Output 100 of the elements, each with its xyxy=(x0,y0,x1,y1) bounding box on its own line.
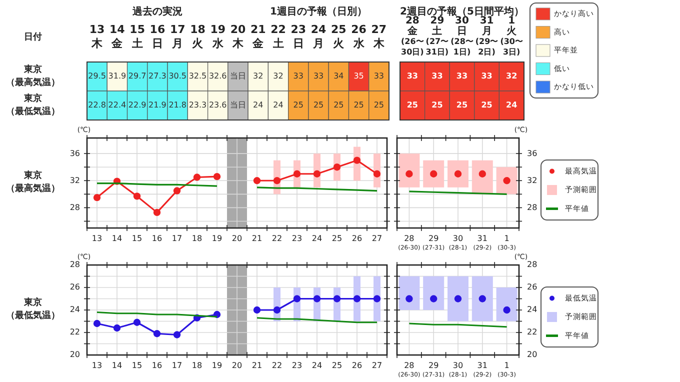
point xyxy=(333,164,341,171)
point xyxy=(313,295,321,302)
point xyxy=(273,306,281,314)
data-label: 25 xyxy=(313,100,324,110)
annotation: 当日 xyxy=(230,100,246,110)
point xyxy=(253,177,261,184)
data-label: 24 xyxy=(253,100,264,110)
point xyxy=(373,295,381,302)
text: 日付 xyxy=(24,31,42,42)
data-label: 30.5 xyxy=(168,72,187,81)
x-tick-label: 21 xyxy=(252,361,262,370)
x-tick-label: 27 xyxy=(372,234,382,244)
x-tick-label: 27 xyxy=(372,361,382,370)
y2-tick-label: 24 xyxy=(527,305,538,314)
x-tick-label: 21 金 xyxy=(250,23,266,50)
data-label: 29.7 xyxy=(128,72,146,81)
x-tick-label: 14 金 xyxy=(110,23,126,50)
x-tick-label: 23 日 xyxy=(290,23,306,50)
point xyxy=(213,172,221,180)
data-label: 22.8 xyxy=(88,100,106,110)
data-label: 32.5 xyxy=(188,72,207,81)
data-label: 25 xyxy=(406,100,418,110)
annotation: 当日 xyxy=(230,72,246,81)
x-tick-label: 24 xyxy=(312,361,322,370)
data-label: 33 xyxy=(374,72,384,81)
x-tick-label: 17 xyxy=(172,361,182,370)
data-label: 25 xyxy=(354,100,364,110)
y2-tick-label: 28 xyxy=(527,260,538,270)
x-tick-label: 25 火 xyxy=(331,23,346,50)
x-tick-label: 27 木 xyxy=(371,23,387,50)
data-label: 33 xyxy=(406,72,418,81)
bar xyxy=(423,160,444,188)
point xyxy=(353,295,361,302)
x-tick-label: 26 水 xyxy=(351,23,367,50)
x-tick-label: 13 木 xyxy=(89,23,105,50)
point xyxy=(133,318,141,326)
x-tick-label: 1 火 (30〜 3日) xyxy=(500,16,523,57)
point xyxy=(373,170,381,178)
data-label: 32 xyxy=(506,72,518,81)
x-tick-label: 20 xyxy=(232,234,242,244)
y-tick-label: 32 xyxy=(70,176,80,185)
text: 過去の実況 xyxy=(131,6,182,18)
data-label: 32 xyxy=(253,72,264,81)
x-tick-label: 19 xyxy=(212,361,222,370)
data-label: 32.6 xyxy=(208,72,227,81)
y-tick-label: 26 xyxy=(70,282,80,292)
x-tick-label: 20 木 xyxy=(230,23,246,50)
x-tick-label: 31 月 (29〜 2日) xyxy=(475,16,498,57)
x-tick-label: 24 月 xyxy=(310,23,327,50)
x-tick-label: 15 xyxy=(132,361,142,370)
data-label: 24 xyxy=(506,100,518,110)
y-tick-label: 22 xyxy=(70,328,80,337)
data-label: 25 xyxy=(374,100,384,110)
x-tick-label: 25 xyxy=(332,234,342,244)
data-label: 33 xyxy=(456,72,468,81)
x-tick-label: 18 xyxy=(192,234,202,244)
x-tick-label: 26 xyxy=(352,361,362,370)
y2-tick-label: 22 xyxy=(527,328,538,337)
point xyxy=(173,331,181,338)
data-label: 21.9 xyxy=(148,100,166,110)
bar xyxy=(472,160,493,194)
data-label: 35 xyxy=(354,72,364,81)
x-tick-label: 19 xyxy=(212,234,222,244)
x-tick-label: 14 xyxy=(112,361,122,370)
data-label: 34 xyxy=(334,72,344,81)
point xyxy=(353,156,361,164)
data-label: 33 xyxy=(313,72,324,81)
x-tick-label: 22 xyxy=(272,234,282,244)
point xyxy=(293,170,301,178)
point xyxy=(153,208,161,216)
x-tick-label: 17 xyxy=(172,234,182,244)
point xyxy=(253,306,261,314)
point xyxy=(293,295,301,302)
x-tick-label: 16 xyxy=(152,234,162,244)
point xyxy=(93,320,101,328)
x-tick-label: 16 日 xyxy=(150,23,166,50)
data-label: 23.3 xyxy=(188,100,207,110)
y2-tick-label: 28 xyxy=(527,202,538,212)
data-label: 25 xyxy=(481,100,493,110)
data-label: 25 xyxy=(334,100,344,110)
y-tick-label: 36 xyxy=(70,148,80,158)
data-label: 22.9 xyxy=(128,100,146,110)
point xyxy=(153,330,161,338)
x-tick-label: 28 金 (26〜 30日) xyxy=(401,16,424,57)
bar xyxy=(448,160,468,188)
x-tick-label: 18 xyxy=(192,361,202,370)
point xyxy=(133,192,141,200)
point xyxy=(173,187,181,194)
bar xyxy=(398,154,420,188)
x-tick-label: 23 xyxy=(292,234,302,244)
x-tick-label: 14 xyxy=(112,234,122,244)
data-label: 33 xyxy=(432,72,443,81)
x-tick-label: 15 xyxy=(132,234,142,244)
x-tick-label: 19 水 xyxy=(210,23,226,50)
data-label: 22.4 xyxy=(108,100,126,110)
x-tick-label: 17 月 xyxy=(170,23,186,50)
x-tick-label: 15 土 xyxy=(130,23,145,50)
data-label: 25 xyxy=(293,100,304,110)
x-tick-label: 23 xyxy=(292,361,302,370)
y2-tick-label: 32 xyxy=(527,176,538,185)
